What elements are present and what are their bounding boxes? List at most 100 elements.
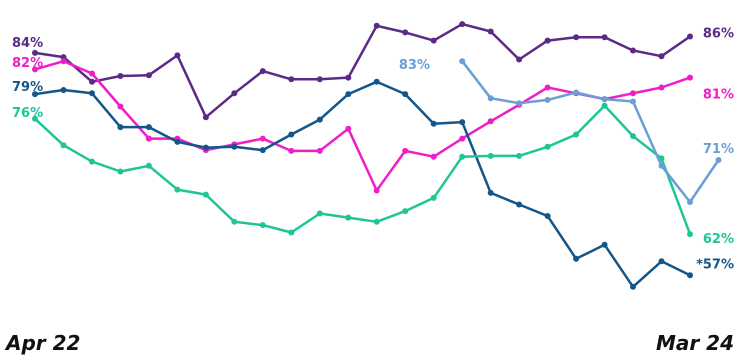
series-1-point-13 — [402, 147, 409, 154]
series-3-point-21 — [630, 133, 636, 140]
series-1-point-23 — [687, 74, 693, 81]
series-2-point-10 — [316, 116, 323, 123]
series-0-point-15 — [459, 21, 466, 28]
series-4-point-9 — [715, 157, 722, 163]
series-2-point-14 — [430, 120, 437, 127]
series-2-point-21 — [630, 283, 636, 290]
series-1-point-8 — [259, 135, 266, 142]
series-3-point-4 — [145, 162, 152, 169]
x-axis-end-label: Mar 24 — [656, 331, 734, 355]
series-1-point-15 — [459, 135, 466, 142]
series-3-end-label: 62% — [703, 232, 734, 247]
series-2-end-label: *57% — [696, 257, 734, 272]
series-1-point-12 — [373, 187, 380, 194]
series-0-point-12 — [373, 22, 380, 29]
series-3-point-12 — [373, 218, 380, 225]
series-3-point-8 — [259, 222, 266, 229]
series-2-point-12 — [373, 78, 380, 85]
series-0-point-22 — [658, 53, 665, 60]
series-0-point-11 — [345, 74, 352, 81]
series-lines — [32, 21, 722, 290]
series-3-start-label: 76% — [12, 106, 43, 121]
series-4-point-8 — [687, 199, 693, 205]
series-4-end-label: 71% — [703, 142, 734, 157]
series-3-point-1 — [60, 142, 67, 149]
series-4-point-7 — [658, 162, 665, 169]
series-2-point-1 — [60, 87, 67, 93]
series-1-point-3 — [117, 103, 124, 110]
series-3-point-6 — [202, 191, 209, 198]
series-3-point-13 — [402, 208, 409, 215]
series-2-point-18 — [544, 213, 551, 219]
series-line-2 — [34, 80, 691, 289]
series-labels: 84% 86% 82% 81% 79% *57% 76% 62% 83% 71% — [12, 27, 734, 273]
series-4-point-1 — [487, 95, 494, 102]
series-0-point-8 — [259, 68, 266, 75]
series-3-point-7 — [231, 218, 238, 225]
series-3-point-2 — [89, 158, 95, 165]
series-3-point-20 — [601, 102, 608, 109]
series-2-start-label: 79% — [12, 80, 43, 95]
series-3-point-15 — [459, 153, 466, 160]
series-4-point-4 — [573, 89, 580, 96]
series-1-point-14 — [430, 153, 437, 160]
series-0-point-4 — [145, 72, 152, 79]
series-0-point-14 — [430, 37, 437, 44]
series-1-point-2 — [89, 70, 95, 77]
series-0-point-1 — [60, 54, 67, 61]
series-3-point-17 — [516, 152, 523, 159]
series-0-point-2 — [89, 78, 95, 85]
series-4-point-5 — [601, 96, 608, 103]
series-0-point-18 — [544, 37, 551, 44]
series-0-point-7 — [231, 90, 238, 97]
series-1-point-4 — [145, 135, 152, 142]
series-1-point-18 — [544, 84, 551, 91]
series-2-point-7 — [231, 143, 238, 150]
series-2-point-5 — [174, 138, 181, 145]
series-0-point-3 — [117, 73, 124, 79]
series-0-start-label: 84% — [12, 36, 43, 51]
series-1-end-label: 81% — [703, 88, 734, 103]
series-1-point-10 — [316, 147, 323, 154]
series-1-point-0 — [32, 66, 38, 73]
series-2-point-6 — [202, 144, 209, 151]
series-line-3 — [34, 104, 692, 235]
series-0-point-9 — [288, 76, 295, 83]
series-2-point-9 — [288, 131, 295, 138]
series-3-point-5 — [174, 186, 181, 193]
series-1-point-11 — [345, 125, 352, 132]
series-2-point-4 — [145, 124, 152, 131]
series-2-point-16 — [487, 189, 494, 196]
series-4-start-label: 83% — [399, 58, 430, 73]
series-2-point-3 — [117, 124, 124, 131]
series-3-point-10 — [316, 210, 323, 217]
series-line-0 — [34, 22, 691, 119]
series-2-point-20 — [601, 241, 608, 248]
series-0-point-19 — [573, 34, 580, 41]
series-2-point-19 — [573, 255, 580, 262]
series-1-start-label: 82% — [12, 56, 43, 71]
series-4-point-6 — [630, 98, 636, 105]
series-0-point-21 — [630, 47, 636, 54]
series-1-point-16 — [487, 118, 494, 125]
series-3-point-11 — [345, 214, 352, 221]
series-2-point-13 — [402, 91, 409, 98]
series-3-point-19 — [573, 131, 580, 138]
series-0-point-5 — [174, 52, 181, 59]
series-3-point-18 — [544, 143, 551, 150]
series-4-point-0 — [459, 58, 466, 65]
series-0-point-23 — [687, 33, 693, 40]
series-0-end-label: 86% — [703, 27, 734, 42]
series-0-point-16 — [487, 28, 494, 35]
series-2-point-15 — [459, 119, 466, 126]
series-2-point-0 — [32, 91, 38, 98]
series-2-point-2 — [89, 90, 95, 97]
series-0-point-10 — [316, 76, 323, 83]
series-3-point-23 — [687, 231, 693, 238]
series-1-point-22 — [658, 84, 665, 91]
series-0-point-20 — [601, 34, 608, 41]
series-line-4 — [461, 60, 720, 204]
series-3-point-14 — [430, 194, 437, 201]
series-4-point-3 — [544, 96, 551, 103]
series-4-point-2 — [516, 100, 523, 107]
